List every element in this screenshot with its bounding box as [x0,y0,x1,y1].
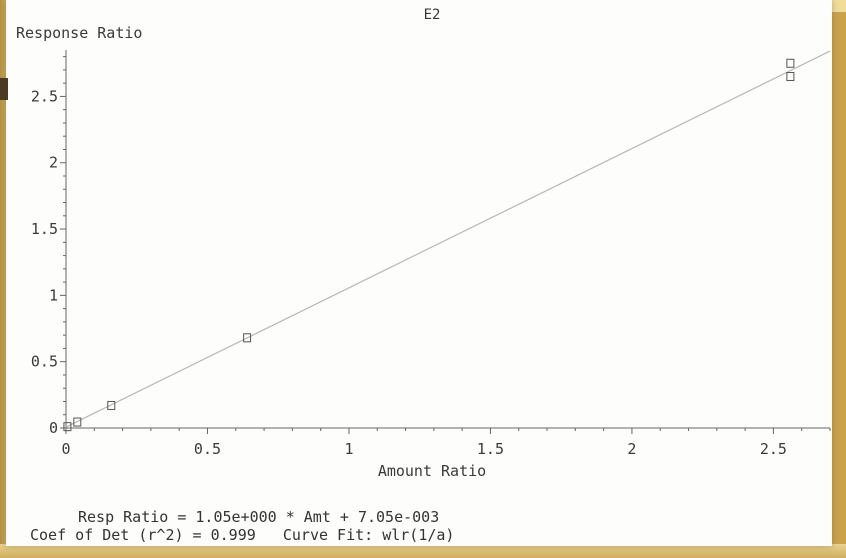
regression-equation: Resp Ratio = 1.05e+000 * Amt + 7.05e-003 [78,508,440,526]
tick-labels: 0 0.5 1 1.5 2 2.5 0 0.5 1 1.5 2 2.5 [31,87,787,458]
y-tick-label: 2 [49,154,58,172]
y-tick-label: 0.5 [31,353,58,371]
fit-line-layer [65,50,831,428]
x-axis-label: Amount Ratio [378,462,486,480]
data-point-marker [73,417,82,427]
y-tick-label: 0 [49,419,58,437]
x-tick-label: 1 [344,440,353,458]
chart-paper: E2 Response Ratio Amount Ratio 0 0.5 1 1.5 2… [6,0,832,546]
chart-title: E2 [424,7,441,23]
y-tick-label: 2.5 [31,87,58,105]
backdrop-block [0,78,8,100]
fit-statistics: Coef of Det (r^2) = 0.999 Curve Fit: wlr… [30,526,455,544]
tick-marks [60,56,831,434]
data-point-marker [786,72,795,82]
y-axis-label: Response Ratio [16,24,142,42]
axes [65,50,830,429]
x-tick-label: 0 [61,440,70,458]
backdrop-bottom [0,544,846,558]
x-tick-label: 2.5 [760,440,787,458]
x-tick-label: 2 [627,440,636,458]
calibration-chart: E2 Response Ratio Amount Ratio 0 0.5 1 1.5 2… [16,7,831,480]
y-tick-label: 1 [49,286,58,304]
y-tick-label: 1.5 [31,220,58,238]
data-point-marker [63,422,72,432]
data-point-marker [107,400,116,410]
x-tick-label: 0.5 [194,440,221,458]
data-points [63,58,795,432]
data-point-marker [243,333,252,343]
fit-line [65,50,831,428]
x-tick-label: 1.5 [477,440,504,458]
data-point-marker [786,58,795,68]
